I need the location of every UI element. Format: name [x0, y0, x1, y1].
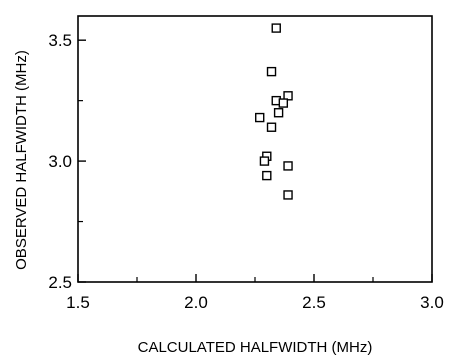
- data-point-4: [278, 98, 289, 108]
- points-group: [255, 23, 293, 200]
- data-point-9: [259, 156, 270, 166]
- data-point-2: [283, 91, 293, 101]
- y-tick-label-2: 3.5: [48, 31, 72, 50]
- data-point-11: [262, 170, 272, 181]
- data-point-5: [273, 108, 284, 118]
- x-tick-label-2: 2.5: [302, 293, 326, 312]
- y-tick-label-0: 2.5: [48, 273, 72, 292]
- x-tick-label-1: 2.0: [184, 293, 208, 312]
- data-point-7: [266, 122, 277, 132]
- y-axis-label: OBSERVED HALFWIDTH (MHz): [13, 50, 30, 270]
- x-axis-label: CALCULATED HALFWIDTH (MHz): [138, 339, 373, 356]
- x-tick-label-3: 3.0: [420, 293, 444, 312]
- plot-frame: [77, 15, 433, 283]
- data-point-10: [283, 161, 293, 171]
- data-point-0: [271, 23, 281, 33]
- ticks-group: [77, 39, 433, 283]
- data-point-1: [266, 66, 277, 77]
- x-tick-label-0: 1.5: [66, 293, 90, 312]
- data-point-6: [255, 112, 265, 123]
- tick-labels-group: 1.5 2.0 2.5 3.0 2.5 3.0 3.5: [48, 31, 443, 312]
- data-point-12: [283, 190, 293, 200]
- y-tick-label-1: 3.0: [48, 152, 72, 171]
